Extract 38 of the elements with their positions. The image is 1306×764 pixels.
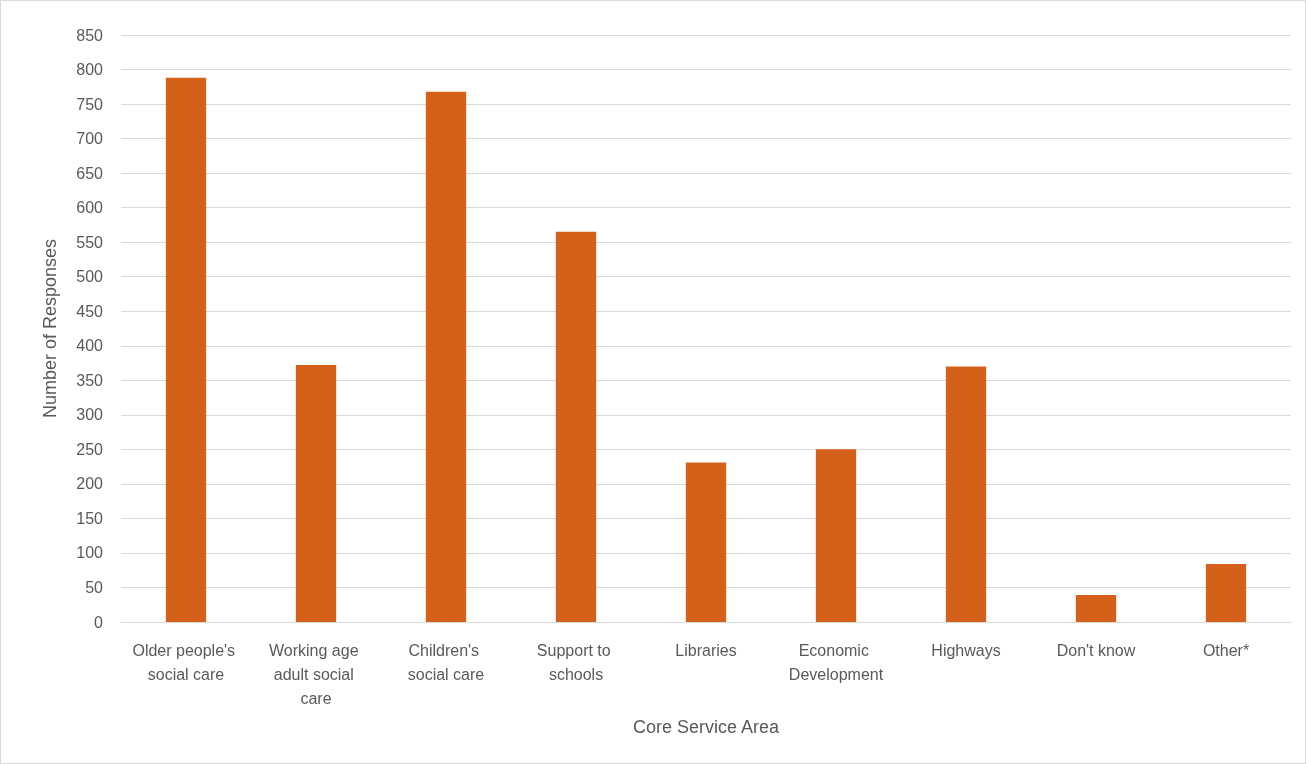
bar <box>425 91 467 622</box>
y-tick-label: 300 <box>76 406 104 424</box>
bar <box>555 231 597 622</box>
y-tick-label: 450 <box>76 302 104 320</box>
y-tick-label: 350 <box>76 371 104 389</box>
y-tick-label: 550 <box>76 233 104 251</box>
y-tick-label: 500 <box>76 268 104 286</box>
y-tick-label: 800 <box>76 61 104 79</box>
bar <box>1075 595 1117 622</box>
x-tick-label: Working age adult social care <box>269 641 363 707</box>
y-tick-label: 750 <box>76 95 104 113</box>
x-tick-label: Economic Development <box>788 641 884 683</box>
y-tick-label: 250 <box>76 440 104 458</box>
bar <box>945 366 987 622</box>
y-tick-label: 700 <box>76 130 104 148</box>
y-tick-label: 850 <box>76 26 104 44</box>
x-tick-label: Don't know <box>1056 641 1136 659</box>
bar <box>295 365 337 622</box>
y-tick-label: 0 <box>94 613 104 631</box>
x-tick-label: Other* <box>1202 641 1250 659</box>
x-tick-label: Libraries <box>675 641 737 659</box>
y-tick-label: 100 <box>76 544 104 562</box>
y-axis-title: Number of Responses <box>40 238 60 419</box>
x-tick-label: Children's social care <box>407 641 485 683</box>
y-tick-label: 650 <box>76 164 104 182</box>
x-tick-label: Support to schools <box>536 641 616 683</box>
bar <box>1205 563 1247 622</box>
bar <box>685 462 727 622</box>
y-tick-label: 600 <box>76 199 104 217</box>
x-tick-label: Older people's social care <box>132 641 240 683</box>
x-tick-label: Highways <box>931 641 1001 659</box>
y-tick-label: 200 <box>76 475 104 493</box>
y-tick-label: 400 <box>76 337 104 355</box>
y-tick-label: 150 <box>76 509 104 527</box>
x-axis-title: Core Service Area <box>632 717 781 737</box>
bar <box>165 77 207 622</box>
bar <box>815 449 857 622</box>
y-tick-label: 50 <box>85 578 104 596</box>
